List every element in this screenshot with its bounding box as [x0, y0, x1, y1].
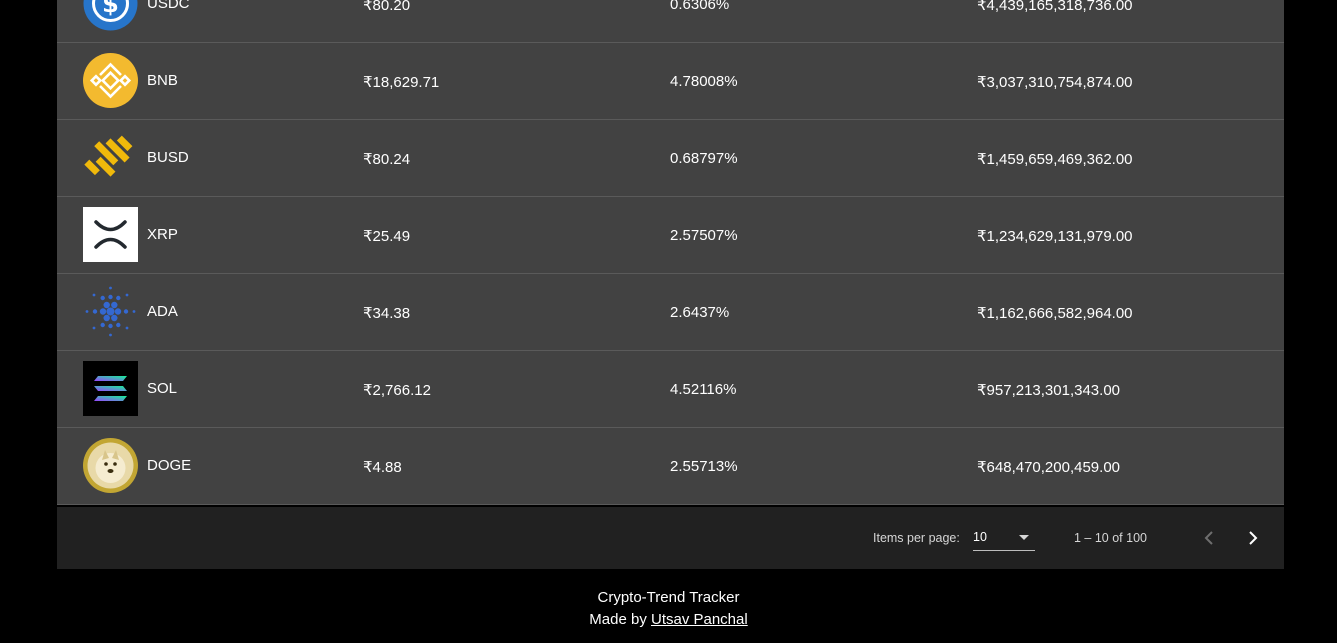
table-row[interactable]: $ USDC ₹80.20 0.6306% ₹4,439,165,318,736… [57, 0, 1284, 43]
page-range-label: 1 – 10 of 100 [1074, 531, 1147, 545]
bnb-logo-icon [83, 53, 138, 108]
dropdown-arrow-icon [1019, 535, 1029, 540]
table-row[interactable]: SOL ₹2,766.12 4.52116% ₹957,213,301,343.… [57, 351, 1284, 428]
coin-price: ₹34.38 [363, 305, 411, 322]
ada-logo-icon [83, 284, 138, 339]
coin-market-cap: ₹1,234,629,131,979.00 [977, 228, 1133, 245]
coin-name: DOGE [147, 457, 192, 474]
table-row[interactable]: XRP ₹25.49 2.57507% ₹1,234,629,131,979.0… [57, 197, 1284, 274]
table-row[interactable]: DOGE ₹4.88 2.55713% ₹648,470,200,459.00 [57, 428, 1284, 505]
coin-change: 2.57507% [670, 227, 738, 244]
coin-price: ₹80.24 [363, 151, 411, 168]
author-link[interactable]: Utsav Panchal [650, 611, 748, 628]
made-by-prefix: Made by [589, 611, 651, 628]
coin-market-cap: ₹1,162,666,582,964.00 [977, 305, 1133, 322]
items-per-page-label: Items per page: [873, 531, 960, 545]
coin-market-cap: ₹3,037,310,754,874.00 [977, 74, 1133, 91]
footer-title: Crypto-Trend Tracker [597, 589, 740, 606]
chevron-left-icon [1204, 531, 1213, 545]
coin-market-cap: ₹957,213,301,343.00 [977, 382, 1121, 399]
chevron-right-icon [1249, 531, 1258, 545]
coin-name: BUSD [147, 149, 189, 166]
coin-price: ₹4.88 [363, 459, 402, 476]
sol-logo-icon [83, 361, 138, 416]
coin-name: BNB [147, 72, 178, 89]
coin-price: ₹2,766.12 [363, 382, 431, 399]
coin-market-cap: ₹648,470,200,459.00 [977, 459, 1121, 476]
coin-change: 4.78008% [670, 73, 738, 90]
coin-name: USDC [147, 0, 190, 12]
coin-name: SOL [147, 380, 178, 397]
coin-price: ₹25.49 [363, 228, 411, 245]
coin-change: 2.6437% [670, 304, 730, 321]
table-row[interactable]: BUSD ₹80.24 0.68797% ₹1,459,659,469,362.… [57, 120, 1284, 197]
coin-name: XRP [147, 226, 178, 243]
page-size-value: 10 [973, 530, 987, 544]
footer: Crypto-Trend Tracker Made by Utsav Panch… [0, 587, 1337, 631]
busd-logo-icon [83, 130, 138, 185]
coin-change: 2.55713% [670, 458, 738, 475]
usdc-logo-icon: $ [83, 0, 138, 31]
previous-page-button[interactable] [1195, 524, 1223, 552]
coin-name: ADA [147, 303, 178, 320]
coin-change: 4.52116% [670, 381, 737, 398]
coin-change: 0.6306% [670, 0, 730, 13]
table-row[interactable]: BNB ₹18,629.71 4.78008% ₹3,037,310,754,8… [57, 43, 1284, 120]
coin-market-cap: ₹4,439,165,318,736.00 [977, 0, 1133, 14]
coin-price: ₹18,629.71 [363, 74, 440, 91]
xrp-logo-icon [83, 207, 138, 262]
table-row[interactable]: ADA ₹34.38 2.6437% ₹1,162,666,582,964.00 [57, 274, 1284, 351]
coin-market-cap: ₹1,459,659,469,362.00 [977, 151, 1133, 168]
coin-price: ₹80.20 [363, 0, 411, 14]
svg-text:$: $ [102, 0, 119, 18]
next-page-button[interactable] [1239, 524, 1267, 552]
coin-change: 0.68797% [670, 150, 738, 167]
paginator: Items per page: 10 1 – 10 of 100 [57, 507, 1284, 569]
page-size-select[interactable]: 10 [973, 524, 1035, 551]
crypto-table: $ USDC ₹80.20 0.6306% ₹4,439,165,318,736… [57, 0, 1284, 505]
footer-credit: Made by Utsav Panchal [0, 609, 1337, 631]
doge-logo-icon [83, 438, 138, 493]
